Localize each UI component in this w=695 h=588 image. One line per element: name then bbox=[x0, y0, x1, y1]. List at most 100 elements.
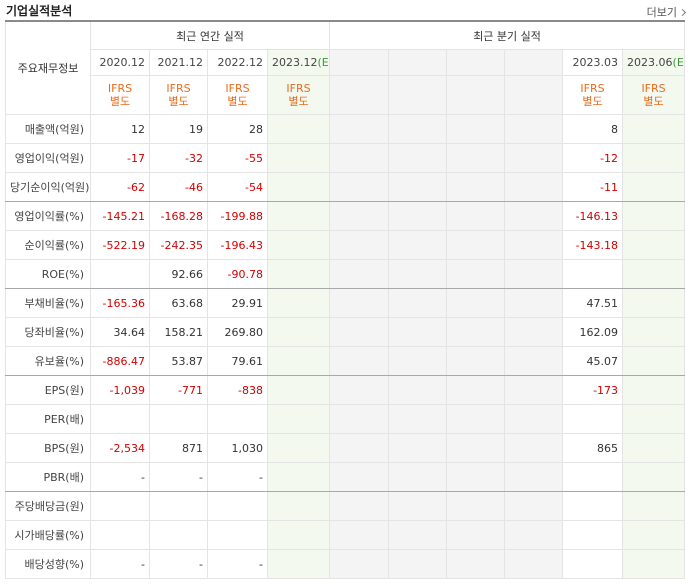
row-label: 부채비율(%) bbox=[5, 288, 91, 318]
value-cell: 162.09 bbox=[562, 317, 624, 347]
value-cell bbox=[266, 375, 331, 405]
value-text: -17 bbox=[127, 151, 145, 165]
value-text: 79.61 bbox=[231, 354, 264, 368]
period-header: 2023.03 bbox=[562, 49, 624, 76]
value-cell: 47.51 bbox=[562, 288, 624, 318]
value-text: - bbox=[141, 470, 145, 484]
value-cell bbox=[388, 433, 448, 463]
value-cell bbox=[149, 404, 208, 434]
value-text: 29.91 bbox=[231, 296, 264, 310]
value-cell: 63.68 bbox=[149, 288, 208, 318]
value-cell bbox=[388, 462, 448, 492]
value-text: -12 bbox=[600, 151, 619, 165]
period-date: 2023.03 bbox=[572, 56, 619, 69]
value-cell bbox=[446, 114, 506, 144]
value-cell bbox=[504, 346, 564, 376]
row-label-text: 영업이익률(%) bbox=[14, 210, 84, 223]
more-link[interactable]: 더보기 bbox=[647, 4, 685, 20]
value-cell: -12 bbox=[562, 143, 624, 173]
basis-header: IFRS 별도 bbox=[266, 75, 331, 115]
row-label: PER(배) bbox=[5, 404, 91, 434]
value-cell bbox=[266, 346, 331, 376]
period-date: 2023.12 bbox=[272, 56, 318, 69]
value-text: -196.43 bbox=[220, 238, 263, 252]
value-cell: -145.21 bbox=[90, 201, 150, 231]
basis-header: IFRS 별도 bbox=[149, 75, 208, 115]
value-text: - bbox=[199, 557, 203, 571]
value-cell bbox=[504, 259, 564, 289]
basis-label: IFRS bbox=[166, 82, 191, 95]
data-row: 영업이익(억원) -17 -32 -55 -12 bbox=[5, 143, 686, 173]
value-text: 158.21 bbox=[164, 325, 204, 339]
value-cell bbox=[329, 143, 390, 173]
value-cell bbox=[622, 346, 686, 376]
basis-label: IFRS bbox=[580, 82, 605, 95]
data-row: PER(배) bbox=[5, 404, 686, 434]
value-cell: 1,030 bbox=[207, 433, 268, 463]
row-label-text: 당기순이익(억원) bbox=[10, 181, 90, 194]
quarter-header: 최근 분기 실적 bbox=[329, 20, 686, 50]
value-cell bbox=[504, 549, 564, 579]
value-cell bbox=[446, 462, 506, 492]
value-cell: 34.64 bbox=[90, 317, 150, 347]
value-text: -32 bbox=[185, 151, 203, 165]
value-text: - bbox=[141, 557, 145, 571]
value-cell bbox=[622, 288, 686, 318]
basis-header bbox=[446, 75, 506, 115]
value-cell: -173 bbox=[562, 375, 624, 405]
basis-header: IFRS 별도 bbox=[207, 75, 268, 115]
value-text: - bbox=[199, 470, 203, 484]
value-cell bbox=[90, 259, 150, 289]
value-cell: 871 bbox=[149, 433, 208, 463]
value-cell bbox=[622, 404, 686, 434]
value-cell bbox=[207, 404, 268, 434]
value-cell bbox=[504, 433, 564, 463]
corner-label: 주요재무정보 bbox=[17, 62, 79, 75]
value-text: 865 bbox=[597, 441, 619, 455]
value-cell bbox=[622, 143, 686, 173]
value-cell bbox=[329, 549, 390, 579]
value-cell: 12 bbox=[90, 114, 150, 144]
value-cell bbox=[388, 375, 448, 405]
value-cell bbox=[622, 317, 686, 347]
value-cell bbox=[388, 259, 448, 289]
value-text: - bbox=[259, 557, 263, 571]
data-row: 영업이익률(%) -145.21 -168.28 -199.88 -146.13 bbox=[5, 201, 686, 231]
period-date: 2023.06 bbox=[627, 56, 673, 69]
estimate-tag: (E) bbox=[317, 56, 329, 69]
value-cell bbox=[504, 143, 564, 173]
period-header: 2023.12(E) bbox=[266, 49, 331, 76]
value-cell bbox=[446, 520, 506, 550]
value-cell: -196.43 bbox=[207, 230, 268, 260]
value-cell bbox=[266, 491, 331, 521]
row-label-text: PER(배) bbox=[44, 413, 84, 426]
basis-label: IFRS bbox=[641, 82, 666, 95]
row-label: 배당성향(%) bbox=[5, 549, 91, 579]
value-cell: 45.07 bbox=[562, 346, 624, 376]
value-text: 53.87 bbox=[171, 354, 204, 368]
row-label: 당좌비율(%) bbox=[5, 317, 91, 347]
basis-header: IFRS 별도 bbox=[622, 75, 686, 115]
value-cell bbox=[446, 549, 506, 579]
value-text: 871 bbox=[182, 441, 203, 455]
annual-header: 최근 연간 실적 bbox=[89, 20, 331, 50]
value-cell: -771 bbox=[149, 375, 208, 405]
row-label-text: PBR(배) bbox=[43, 471, 84, 484]
row-label-text: 부채비율(%) bbox=[24, 297, 84, 310]
value-cell bbox=[622, 259, 686, 289]
value-cell bbox=[622, 433, 686, 463]
value-cell: -2,534 bbox=[90, 433, 150, 463]
value-cell: - bbox=[149, 462, 208, 492]
value-cell: -54 bbox=[207, 172, 268, 202]
value-cell bbox=[149, 491, 208, 521]
value-cell: -46 bbox=[149, 172, 208, 202]
value-cell bbox=[329, 172, 390, 202]
value-cell: -146.13 bbox=[562, 201, 624, 231]
value-text: -886.47 bbox=[102, 354, 145, 368]
value-cell bbox=[388, 288, 448, 318]
section-title: 기업실적분석 bbox=[6, 4, 73, 18]
value-cell bbox=[446, 491, 506, 521]
basis-label: IFRS bbox=[225, 82, 250, 95]
